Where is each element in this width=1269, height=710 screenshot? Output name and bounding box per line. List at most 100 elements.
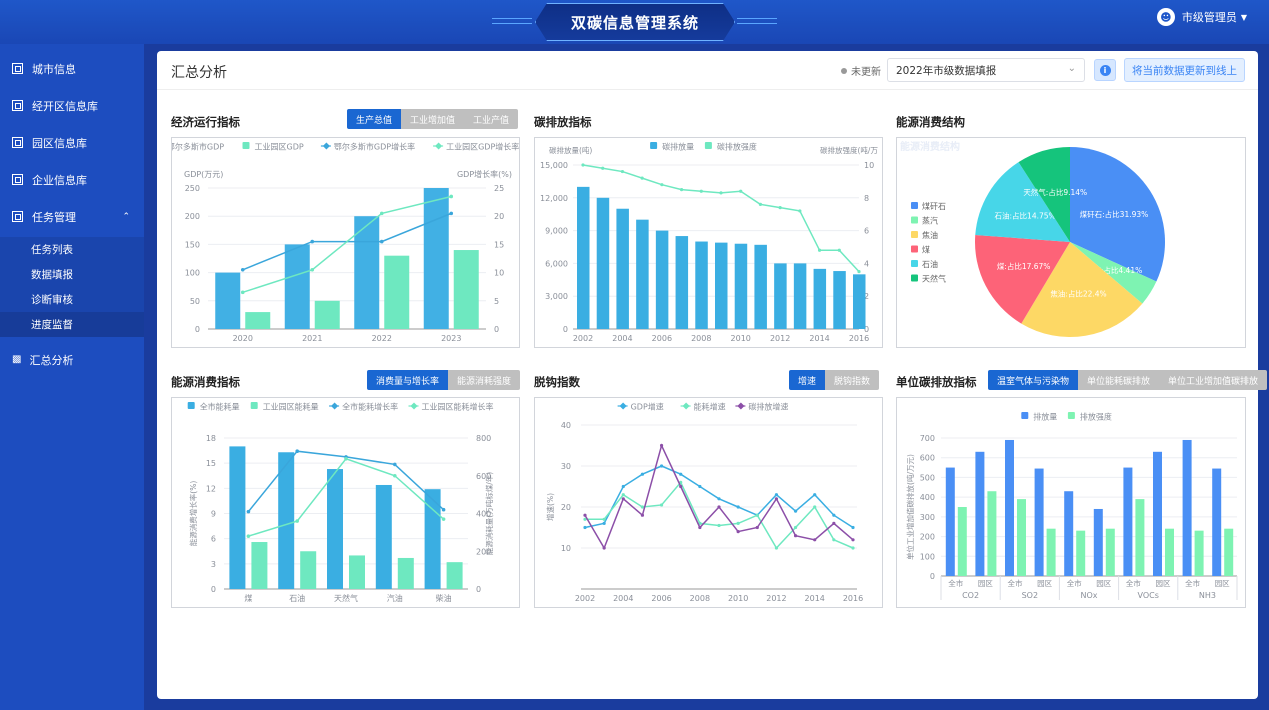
- sidebar-item-park[interactable]: 园区信息库: [0, 124, 144, 161]
- x-tick-label: 煤: [244, 593, 252, 603]
- sidebar-subitem-task-list[interactable]: 任务列表: [0, 237, 144, 262]
- sidebar-item-summary[interactable]: ▩ 汇总分析: [0, 341, 144, 378]
- series-line: [585, 481, 854, 550]
- legend-swatch: [1067, 412, 1075, 419]
- line-point: [739, 189, 743, 193]
- bar: [754, 244, 767, 329]
- y-tick-label: 9,000: [545, 227, 568, 236]
- x-tick-label: 石油: [289, 593, 305, 603]
- economy-tabs: 生产总值 工业增加值 工业产值: [347, 109, 519, 129]
- title-decoration-right: [737, 18, 777, 24]
- bar: [284, 244, 310, 329]
- tab-growth-rate[interactable]: 增速: [789, 370, 826, 390]
- x-tick-label: 2021: [302, 334, 322, 343]
- chart-svg: 0 100 200 300 400 500 600 700 单位工业增加值碳排放(吨/万元) 全市…: [905, 412, 1238, 600]
- building-icon: [12, 174, 23, 185]
- y-tick-label: 300: [920, 513, 935, 522]
- line-point: [679, 188, 684, 192]
- bar: [215, 272, 241, 329]
- chevron-down-icon: ⌄: [1067, 63, 1076, 74]
- legend-swatch: [911, 202, 918, 209]
- line-point: [379, 239, 384, 244]
- line-point: [778, 206, 782, 210]
- sidebar-subitem-label: 诊断审核: [31, 294, 73, 306]
- y-tick-label: 100: [185, 269, 200, 278]
- legend-label: 碳排放增速: [748, 402, 788, 412]
- sidebar-subitem-progress[interactable]: 进度监督: [0, 312, 144, 337]
- line-point: [719, 191, 723, 195]
- line-point: [774, 546, 779, 550]
- sidebar-item-dev-zone[interactable]: 经开区信息库: [0, 87, 144, 124]
- x-tick-label: 2002: [573, 334, 593, 343]
- y-axis-title: 单位工业增加值碳排放(吨/万元): [905, 454, 915, 560]
- tab-industry-output[interactable]: 工业产值: [464, 109, 519, 129]
- caret-down-icon: ▼: [1240, 12, 1247, 22]
- line-point: [832, 521, 836, 525]
- legend-label: 碳排放强度: [717, 142, 757, 152]
- bar: [616, 208, 629, 329]
- tab-unit-energy-carbon[interactable]: 单位能耗碳排放: [1078, 370, 1160, 390]
- legend-label: 鄂尔多斯市GDP: [172, 142, 224, 152]
- building-icon: [12, 63, 23, 74]
- sidebar-item-task[interactable]: 任务管理 ⌃: [0, 198, 144, 235]
- line-point: [851, 525, 855, 530]
- legend-label: 石油: [922, 259, 938, 269]
- bar: [734, 243, 748, 329]
- line-point: [581, 163, 585, 167]
- sidebar-item-city[interactable]: 城市信息: [0, 50, 144, 87]
- bar: [384, 255, 410, 329]
- chart-svg: 0 3 6 9 12 15 18 0 200 400 600 800 能源消费增长率(%) 能源消耗量(万…: [187, 402, 494, 603]
- y2-tick-label: 8: [864, 194, 869, 203]
- y2-tick-label: 0: [476, 585, 481, 594]
- y-tick-label: 6,000: [545, 259, 568, 268]
- y2-tick-label: 400: [476, 510, 491, 519]
- line-point: [698, 484, 702, 489]
- line-point: [583, 517, 587, 521]
- x-tick-label: 2006: [651, 594, 671, 603]
- bar: [853, 274, 866, 329]
- line-point: [717, 497, 721, 501]
- bar: [945, 467, 955, 576]
- line-point: [379, 211, 384, 216]
- sidebar-subitem-diagnosis[interactable]: 诊断审核: [0, 287, 144, 312]
- sidebar-item-enterprise[interactable]: 企业信息库: [0, 161, 144, 198]
- line-point: [793, 525, 798, 530]
- tab-gdp[interactable]: 生产总值: [347, 109, 402, 129]
- status-text: 未更新: [851, 67, 881, 78]
- tab-decoupling-index[interactable]: 脱钩指数: [825, 370, 880, 390]
- line-point: [837, 248, 841, 252]
- user-menu[interactable]: ☻ 市级管理员 ▼: [1156, 8, 1247, 26]
- bar: [1182, 439, 1192, 576]
- line-point: [295, 519, 299, 523]
- tab-unit-added-carbon[interactable]: 单位工业增加值碳排放: [1159, 370, 1268, 390]
- line-point: [640, 513, 645, 517]
- tab-industry-added[interactable]: 工业增加值: [401, 109, 465, 129]
- line-point: [393, 473, 397, 478]
- y-tick-label: 100: [920, 552, 935, 561]
- y2-tick-label: 4: [864, 259, 869, 268]
- bar: [397, 557, 414, 589]
- report-select[interactable]: 2022年市级数据填报 ⌄: [887, 58, 1085, 82]
- sync-online-button[interactable]: 将当前数据更新到线上: [1124, 58, 1245, 82]
- line-point: [240, 290, 245, 295]
- bar: [1005, 439, 1014, 576]
- unit-emission-chart: 0 100 200 300 400 500 600 700 单位工业增加值碳排放(吨/万元) 全市…: [896, 397, 1246, 608]
- x-tick-label: 全市: [1185, 578, 1201, 588]
- y-tick-label: 50: [190, 297, 200, 306]
- y-tick-label: 250: [185, 184, 200, 193]
- tab-consumption-growth[interactable]: 消费量与增长率: [367, 370, 449, 390]
- info-button[interactable]: i: [1094, 59, 1116, 81]
- series-line: [248, 457, 445, 537]
- line-point: [295, 449, 299, 454]
- tab-energy-intensity[interactable]: 能源消耗强度: [448, 370, 521, 390]
- bar: [354, 216, 380, 329]
- bar: [596, 197, 610, 329]
- tab-ghg-pollutants[interactable]: 温室气体与污染物: [988, 370, 1079, 390]
- sidebar-item-label: 经开区信息库: [32, 99, 98, 113]
- pie-slice-label: 天然气:占比9.14%: [1023, 187, 1087, 197]
- bar: [314, 300, 340, 329]
- bar: [423, 188, 449, 329]
- bar: [278, 452, 295, 589]
- y2-axis-title: 碳排放强度(吨/万: [820, 145, 878, 155]
- sidebar-subitem-data-entry[interactable]: 数据填报: [0, 262, 144, 287]
